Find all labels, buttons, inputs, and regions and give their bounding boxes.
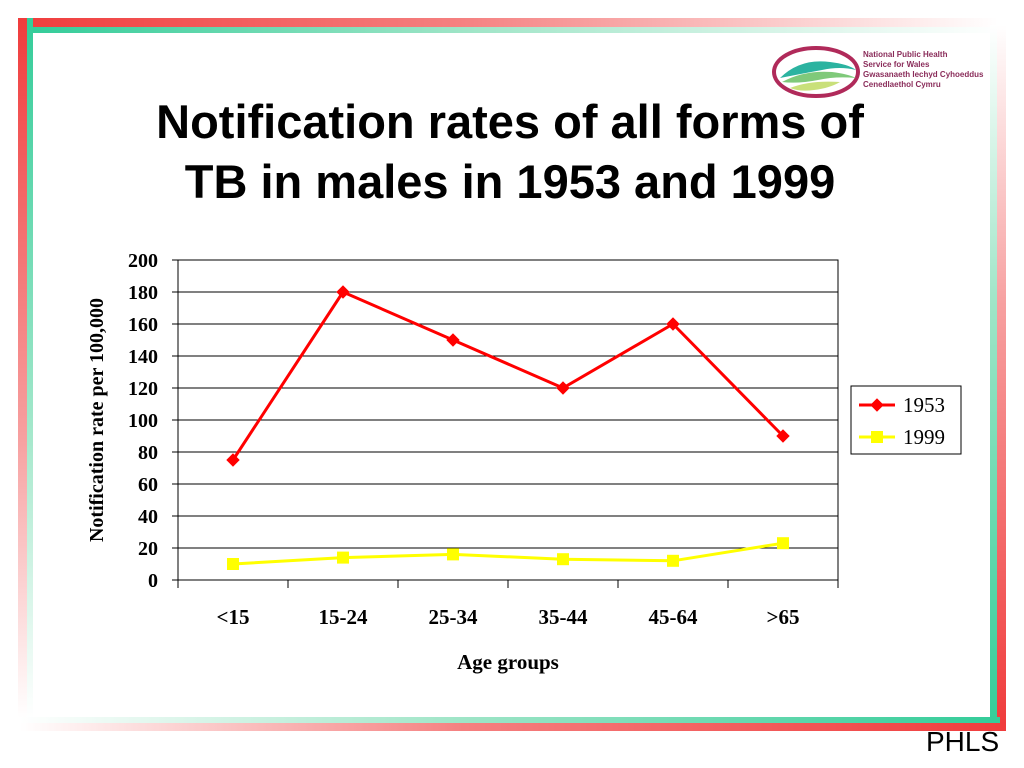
- logo-line-2: Service for Wales: [863, 60, 930, 69]
- legend-box: [850, 385, 962, 455]
- nphs-logo: National Public Health Service for Wales…: [770, 44, 1000, 104]
- slide-title-line-2: TB in males in 1953 and 1999: [184, 155, 836, 208]
- nphs-logo-emblem-icon: [772, 46, 860, 98]
- legend-label-1953: 1953: [903, 393, 945, 417]
- series-line-1953: [231, 290, 785, 461]
- y-tick-label: 140: [128, 346, 158, 368]
- x-tick-label: >65: [767, 605, 800, 629]
- data-point-1999: [667, 554, 679, 567]
- y-axis-title: Notification rate per 100,000: [86, 298, 108, 542]
- y-tick-label: 180: [128, 282, 158, 304]
- data-point-1953: [556, 381, 570, 395]
- y-tick-label: 60: [138, 474, 158, 496]
- logo-line-4: Cenedlaethol Cymru: [863, 80, 941, 89]
- frame-right-green-stripe: [990, 25, 997, 725]
- data-point-1999: [557, 553, 569, 566]
- y-tick-label: 20: [138, 538, 158, 560]
- data-point-1953: [446, 333, 460, 347]
- data-point-1953: [776, 429, 790, 443]
- y-tick-label: 40: [138, 506, 158, 528]
- x-axis-title: Age groups: [457, 650, 559, 674]
- logo-line-3: Gwasanaeth Iechyd Cyhoeddus: [863, 70, 984, 79]
- data-point-1999: [337, 551, 349, 564]
- legend-marker-1999: [871, 431, 883, 443]
- x-tick-label: 15-24: [319, 605, 368, 629]
- x-tick-label: 45-64: [649, 605, 698, 629]
- footer-label: PHLS: [926, 726, 1000, 757]
- y-tick-label: 200: [128, 250, 158, 272]
- series-line-1999: [232, 541, 784, 566]
- y-tick-label: 80: [138, 442, 158, 464]
- slide-title-line-1: Notification rates of all forms of: [156, 95, 864, 148]
- data-point-1953: [666, 317, 680, 331]
- data-point-1953: [336, 285, 350, 299]
- legend-marker-1953: [870, 398, 884, 412]
- legend-label-1999: 1999: [903, 425, 945, 449]
- x-tick-label: 35-44: [539, 605, 588, 629]
- frame-left-red-stripe: [18, 18, 27, 718]
- data-point-1999: [227, 558, 239, 570]
- frame-bottom-green-stripe: [20, 717, 1000, 723]
- frame-top-red-stripe: [18, 18, 998, 27]
- x-tick-label: <15: [217, 605, 250, 629]
- data-point-1999: [447, 548, 459, 561]
- y-tick-label: 120: [128, 378, 158, 400]
- nphs-logo-wordmark: National Public Health Service for Wales…: [863, 50, 983, 90]
- y-tick-label: 0: [148, 570, 158, 592]
- data-point-1953: [226, 453, 240, 467]
- frame-right-red-stripe: [997, 25, 1006, 725]
- y-tick-label: 100: [128, 410, 158, 432]
- frame-top-green-stripe: [26, 27, 1001, 33]
- frame-bottom-red-stripe: [20, 723, 1006, 731]
- frame-left-green-stripe: [27, 18, 33, 718]
- y-tick-label: 160: [128, 314, 158, 336]
- x-tick-label: 25-34: [429, 605, 478, 629]
- logo-line-1: National Public Health: [863, 50, 948, 59]
- slide-title: Notification rates of all forms of TB in…: [80, 92, 940, 212]
- data-point-1999: [777, 537, 789, 550]
